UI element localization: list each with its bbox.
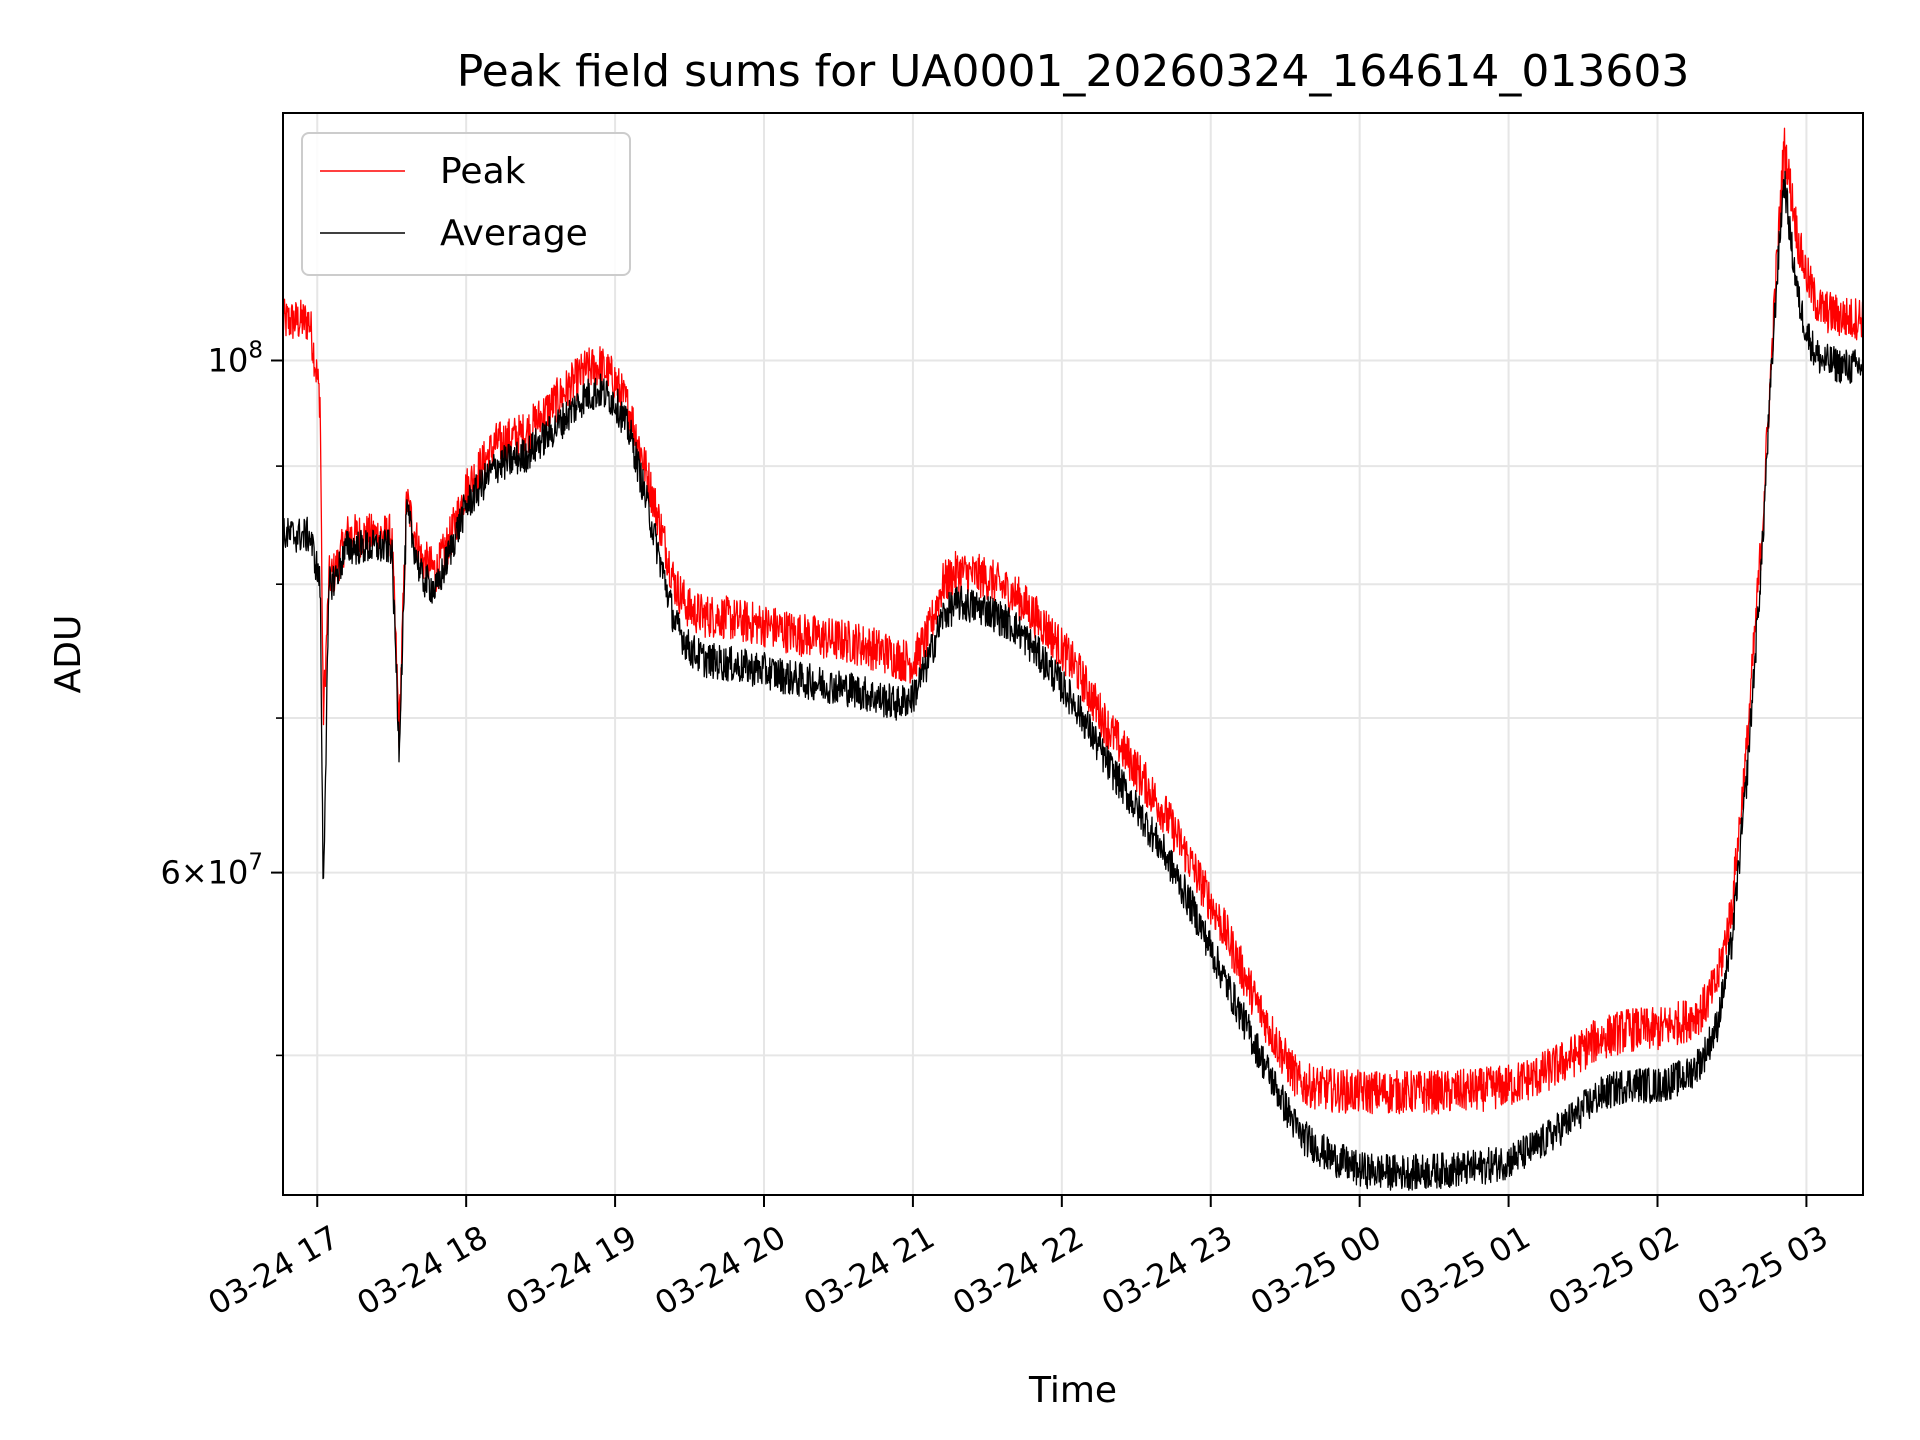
plot-area: [283, 127, 1863, 1191]
axes-frame: [282, 112, 1864, 1196]
series-line-peak: [283, 127, 1863, 1115]
legend: Peak Average: [301, 132, 631, 276]
legend-average-label: Average: [440, 213, 588, 254]
y-axis-label: ADU: [48, 615, 89, 694]
y-tick-label: 6×107: [160, 850, 263, 892]
series-line-average: [283, 170, 1863, 1191]
y-tick-label: 108: [208, 337, 263, 379]
legend-peak-label: Peak: [440, 151, 526, 192]
x-axis-label: Time: [1028, 1370, 1117, 1411]
y-axis-ticks: 6×107 108: [160, 337, 283, 1057]
chart-title: Peak field sums for UA0001_20260324_1646…: [457, 46, 1690, 97]
legend-box: [301, 132, 631, 276]
